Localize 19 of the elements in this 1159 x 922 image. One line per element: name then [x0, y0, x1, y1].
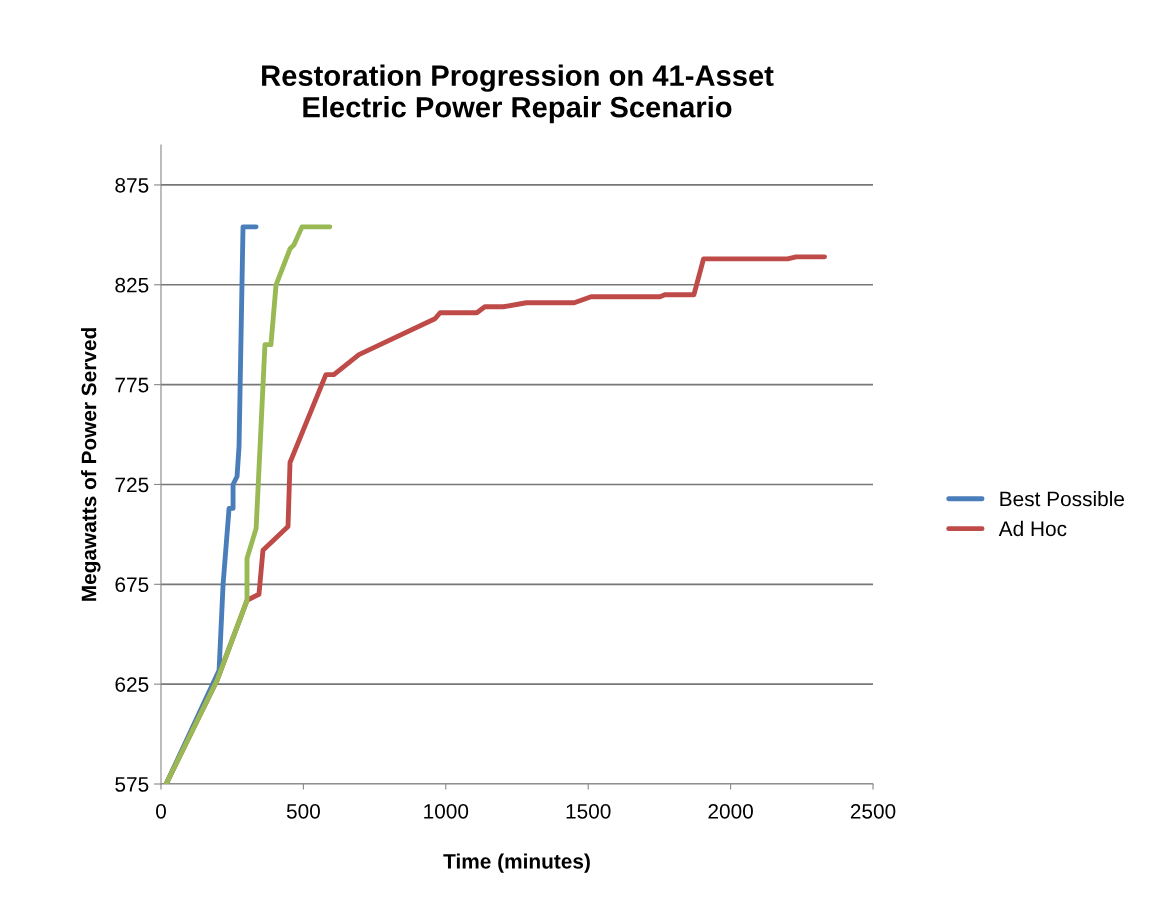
- legend-label: Best Possible: [1000, 490, 1125, 507]
- y-tick-label: 775: [115, 377, 149, 393]
- y-axis-title: Megawatts of Power Served: [81, 328, 101, 601]
- x-tick-label: 2000: [708, 803, 753, 819]
- y-tick-label: 675: [115, 577, 149, 593]
- x-axis-title: Time (minutes): [443, 853, 590, 873]
- line-series: [163, 224, 333, 784]
- y-tick-label: 875: [115, 177, 149, 193]
- legend-label: Ad Hoc: [998, 520, 1067, 537]
- y-tick-label: 825: [115, 277, 149, 293]
- y-tick-label: 575: [115, 777, 149, 792]
- x-tick-label: 1500: [566, 803, 611, 819]
- x-tick-label: 2500: [850, 803, 896, 819]
- x-tick-label: 500: [286, 803, 320, 819]
- chart-title: Restoration Progression on 41-Asset Electric Power Repair Scenario: [262, 64, 774, 124]
- y-tick-label: 725: [115, 477, 149, 493]
- y-tick-label: 625: [115, 677, 149, 692]
- x-tick-label: 1000: [424, 803, 469, 819]
- x-tick-label: 0: [156, 803, 166, 819]
